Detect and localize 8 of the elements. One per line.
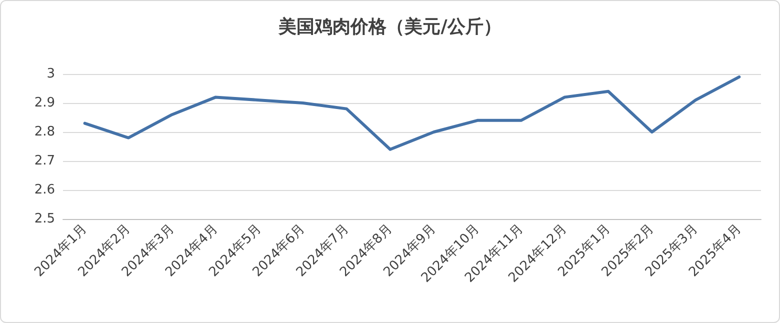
y-tick-label: 2.8 bbox=[34, 124, 55, 140]
chart-title: 美国鸡肉价格（美元/公斤） bbox=[278, 16, 502, 38]
y-tick-label: 2.9 bbox=[34, 96, 55, 110]
y-tick-label: 2.6 bbox=[34, 182, 55, 198]
y-tick-label: 2.7 bbox=[34, 154, 55, 168]
y-tick-label: 3 bbox=[46, 66, 55, 82]
line-series bbox=[83, 75, 741, 151]
y-tick-label: 2.5 bbox=[34, 212, 55, 226]
